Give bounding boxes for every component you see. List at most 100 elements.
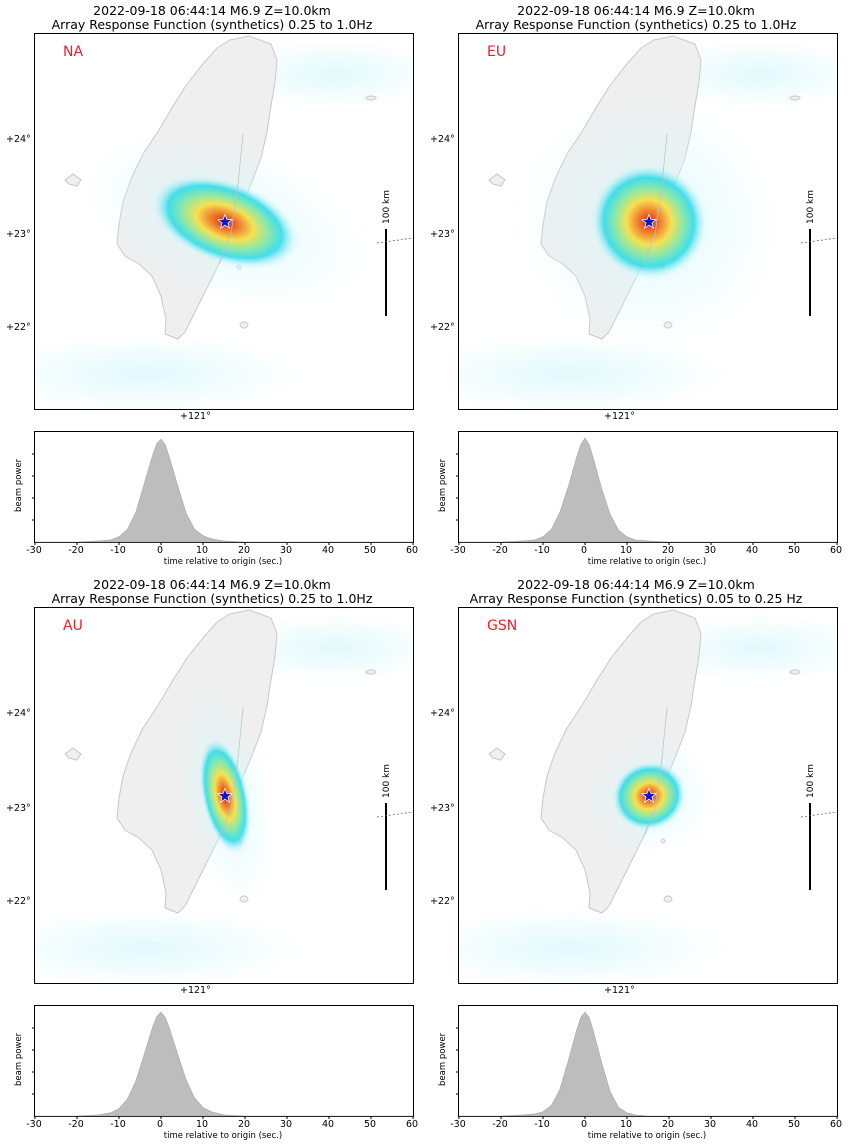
lat-label-22: +22°	[430, 896, 455, 907]
beam-plot	[32, 431, 414, 545]
x-tick-label: 60	[405, 545, 419, 556]
beam-power-area	[459, 1011, 837, 1117]
x-tick-label: 20	[237, 545, 251, 556]
x-tick-label: 50	[363, 1119, 377, 1130]
map-canvas: 100 km	[459, 609, 837, 983]
scale-bar-label: 100 km	[806, 190, 816, 224]
panel-title-line2: Array Response Function (synthetics) 0.2…	[475, 17, 797, 32]
x-tick-label: 30	[703, 1119, 717, 1130]
map-canvas: 100 km	[35, 35, 413, 409]
x-axis-label: time relative to origin (sec.)	[587, 557, 707, 567]
lat-label-22: +22°	[430, 322, 455, 333]
penghu-islands	[64, 747, 82, 761]
small-island	[239, 321, 249, 329]
x-tick-label: 20	[661, 1119, 675, 1130]
map-frame: 100 km AU	[34, 607, 414, 984]
small-island	[789, 95, 801, 101]
map-frame: 100 km EU	[458, 33, 838, 410]
penghu-islands	[488, 747, 506, 761]
lon-label-121: +121°	[180, 985, 211, 996]
x-tick-label: -10	[534, 1119, 550, 1130]
x-tick-label: -30	[26, 1119, 42, 1130]
panel-eu: 2022-09-18 06:44:14 M6.9 Z=10.0km Array …	[424, 0, 848, 574]
y-axis-label: beam power	[438, 458, 448, 512]
beam-canvas	[456, 437, 838, 545]
sidelobe-shade	[35, 334, 305, 409]
panel-title-line1: 2022-09-18 06:44:14 M6.9 Z=10.0km	[93, 3, 331, 18]
map-canvas: 100 km	[459, 35, 837, 409]
x-tick-label: -20	[492, 545, 508, 556]
x-axis-label: time relative to origin (sec.)	[163, 1131, 283, 1141]
panel-title-line2: Array Response Function (synthetics) 0.2…	[51, 591, 373, 606]
x-tick-label: 40	[321, 1119, 335, 1130]
x-tick-label: 0	[580, 1119, 588, 1130]
penghu-islands	[64, 173, 82, 187]
x-tick-label: 60	[405, 1119, 419, 1130]
small-island	[365, 669, 377, 675]
epicenter-star-icon	[640, 213, 658, 230]
map-canvas: 100 km	[35, 609, 413, 983]
array-label: NA	[63, 44, 84, 60]
fault-trace	[642, 707, 668, 839]
panel-title-line1: 2022-09-18 06:44:14 M6.9 Z=10.0km	[93, 577, 331, 592]
scale-bar-label: 100 km	[382, 190, 392, 224]
x-tick-label: 40	[745, 545, 759, 556]
beam-plot	[456, 431, 838, 545]
x-tick-label: -10	[110, 545, 126, 556]
beam-canvas	[32, 1011, 414, 1119]
x-tick-label: -20	[68, 1119, 84, 1130]
panel-title-line2: Array Response Function (synthetics) 0.0…	[469, 591, 803, 606]
lat-label-24: +24°	[6, 708, 31, 719]
epicenter-star-icon	[216, 787, 234, 804]
x-tick-label: 60	[829, 1119, 843, 1130]
lat-label-23: +23°	[430, 229, 455, 240]
x-tick-label: 30	[279, 1119, 293, 1130]
x-tick-label: -20	[492, 1119, 508, 1130]
lat-label-22: +22°	[6, 896, 31, 907]
x-tick-label: 50	[787, 1119, 801, 1130]
epicenter-star-icon	[216, 213, 234, 230]
panel-title-line1: 2022-09-18 06:44:14 M6.9 Z=10.0km	[517, 3, 755, 18]
x-tick-label: 10	[195, 545, 209, 556]
x-tick-label: -10	[534, 545, 550, 556]
x-tick-label: 50	[363, 545, 377, 556]
beam-power-area	[35, 438, 413, 543]
beam-canvas	[456, 1011, 838, 1119]
y-axis-label: beam power	[14, 458, 24, 512]
panel-na: 2022-09-18 06:44:14 M6.9 Z=10.0km Array …	[0, 0, 424, 574]
y-axis-label: beam power	[14, 1032, 24, 1086]
scale-bar-label: 100 km	[382, 764, 392, 798]
x-tick-label: 10	[619, 1119, 633, 1130]
scale-bar-guide	[376, 811, 413, 818]
scale-bar-label: 100 km	[806, 764, 816, 798]
lat-label-23: +23°	[6, 803, 31, 814]
small-island	[365, 95, 377, 101]
fault-trace	[218, 707, 244, 839]
fault-trace	[218, 133, 244, 265]
x-tick-label: -10	[110, 1119, 126, 1130]
x-tick-label: -30	[450, 1119, 466, 1130]
penghu-islands	[488, 173, 506, 187]
sidelobe-shade	[35, 908, 305, 983]
lon-label-121: +121°	[604, 411, 635, 422]
scale-bar-guide	[800, 237, 837, 244]
x-tick-label: 40	[321, 545, 335, 556]
x-tick-label: -30	[450, 545, 466, 556]
x-axis-label: time relative to origin (sec.)	[163, 557, 283, 567]
map-frame: 100 km NA	[34, 33, 414, 410]
panel-title-line2: Array Response Function (synthetics) 0.2…	[51, 17, 373, 32]
x-tick-label: 10	[195, 1119, 209, 1130]
small-island	[789, 669, 801, 675]
lat-label-22: +22°	[6, 322, 31, 333]
x-tick-label: 0	[580, 545, 588, 556]
x-tick-label: 10	[619, 545, 633, 556]
x-tick-label: 60	[829, 545, 843, 556]
sidelobe-shade	[459, 334, 729, 409]
panel-title-line1: 2022-09-18 06:44:14 M6.9 Z=10.0km	[517, 577, 755, 592]
beam-canvas	[32, 438, 414, 545]
lat-label-23: +23°	[6, 229, 31, 240]
array-label: EU	[487, 44, 507, 60]
array-label: GSN	[487, 618, 518, 634]
x-tick-label: -20	[68, 545, 84, 556]
lon-label-121: +121°	[180, 411, 211, 422]
